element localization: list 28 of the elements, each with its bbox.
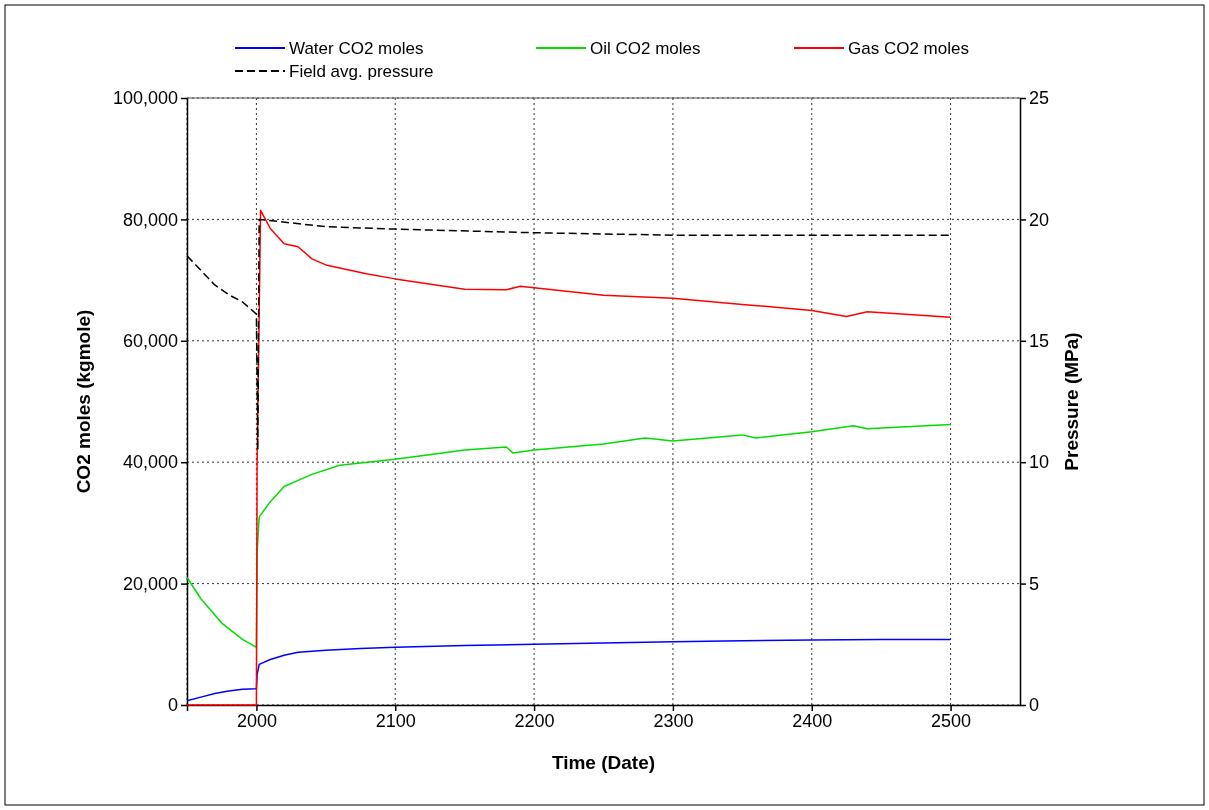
legend-label: Water CO2 moles — [289, 39, 424, 58]
x-tick-label: 2500 — [931, 710, 972, 731]
line-series — [186, 423, 952, 649]
y2-tick-label: 15 — [1029, 331, 1050, 352]
x-tick-label: 2400 — [792, 710, 833, 731]
y2-tick-label: 5 — [1029, 573, 1040, 594]
y2-tick-label: 25 — [1029, 88, 1050, 109]
y-tick-label: 40,000 — [122, 452, 178, 473]
x-tick-label: 2300 — [653, 710, 694, 731]
y-axis-title: CO2 moles (kgmole) — [73, 309, 94, 494]
legend-label: Oil CO2 moles — [590, 39, 701, 58]
y-tick-label: 20,000 — [122, 573, 178, 594]
legend-label: Field avg. pressure — [289, 62, 434, 81]
x-tick-label: 2200 — [514, 710, 555, 731]
y2-tick-label: 10 — [1029, 452, 1050, 473]
y-tick-label: 100,000 — [112, 88, 178, 109]
x-axis-title: Time (Date) — [551, 752, 656, 773]
y2-tick-label: 20 — [1029, 209, 1050, 230]
line-series — [186, 209, 952, 706]
x-tick-label: 2000 — [236, 710, 277, 731]
x-tick-label: 2100 — [375, 710, 416, 731]
y-tick-label: 80,000 — [122, 209, 178, 230]
legend-label: Gas CO2 moles — [848, 39, 969, 58]
y-tick-label: 60,000 — [122, 331, 178, 352]
y-tick-label: 0 — [167, 695, 178, 716]
y2-axis-title: Pressure (MPa) — [1061, 332, 1082, 471]
y2-tick-label: 0 — [1029, 695, 1040, 716]
line-series — [186, 638, 952, 702]
